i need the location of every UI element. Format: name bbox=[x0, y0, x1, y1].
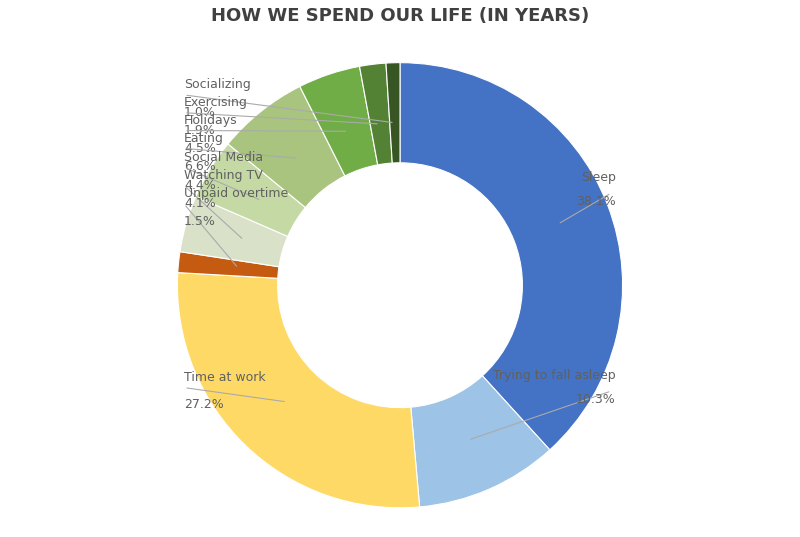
Text: 6.6%: 6.6% bbox=[184, 159, 216, 172]
Text: Exercising: Exercising bbox=[184, 96, 248, 109]
Wedge shape bbox=[386, 63, 400, 163]
Text: Holidays: Holidays bbox=[184, 114, 238, 127]
Text: 10.3%: 10.3% bbox=[576, 393, 616, 407]
Text: 1.9%: 1.9% bbox=[184, 124, 216, 137]
Wedge shape bbox=[180, 197, 288, 267]
Wedge shape bbox=[410, 376, 550, 507]
Text: 1.5%: 1.5% bbox=[184, 215, 216, 228]
Text: Time at work: Time at work bbox=[184, 371, 266, 384]
Text: Socializing: Socializing bbox=[184, 78, 251, 91]
Text: 1.0%: 1.0% bbox=[184, 106, 216, 119]
Wedge shape bbox=[228, 86, 345, 207]
Text: Trying to fall asleep: Trying to fall asleep bbox=[494, 369, 616, 382]
Wedge shape bbox=[359, 63, 392, 165]
Text: 38.1%: 38.1% bbox=[576, 195, 616, 208]
Wedge shape bbox=[400, 63, 622, 450]
Wedge shape bbox=[196, 144, 306, 236]
Text: 4.1%: 4.1% bbox=[184, 197, 216, 210]
Text: Eating: Eating bbox=[184, 132, 224, 145]
Wedge shape bbox=[178, 252, 279, 278]
Text: Watching TV: Watching TV bbox=[184, 169, 263, 182]
Wedge shape bbox=[178, 273, 420, 508]
Wedge shape bbox=[300, 67, 378, 176]
Text: Sleep: Sleep bbox=[581, 171, 616, 184]
Title: HOW WE SPEND OUR LIFE (IN YEARS): HOW WE SPEND OUR LIFE (IN YEARS) bbox=[211, 7, 589, 25]
Text: Social Media: Social Media bbox=[184, 151, 263, 164]
Text: 4.5%: 4.5% bbox=[184, 142, 216, 155]
Text: 4.4%: 4.4% bbox=[184, 179, 216, 192]
Text: 27.2%: 27.2% bbox=[184, 398, 224, 411]
Text: Unpaid overtime: Unpaid overtime bbox=[184, 187, 288, 200]
